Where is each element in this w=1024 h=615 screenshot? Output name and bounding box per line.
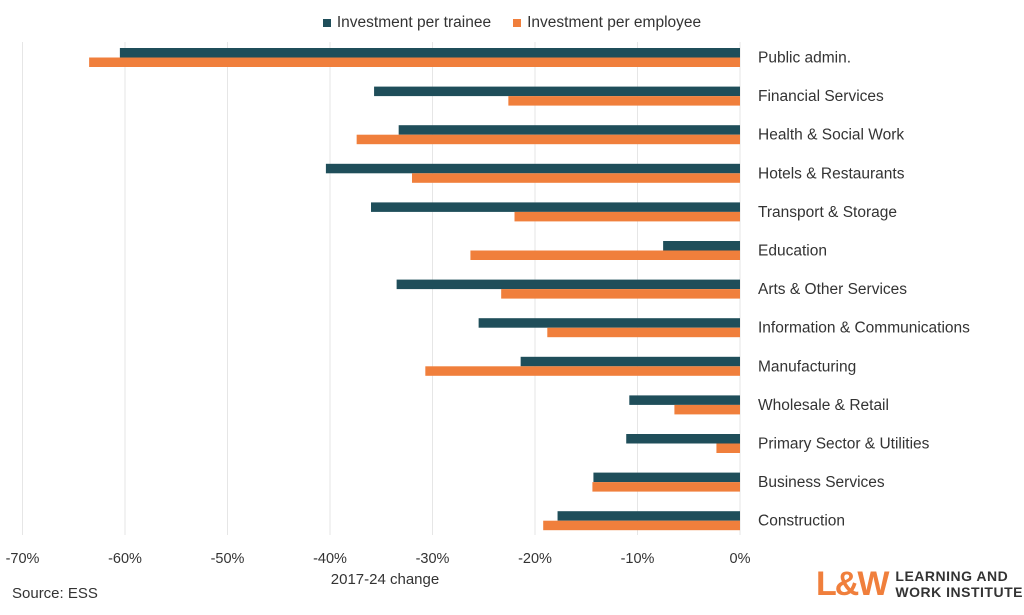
category-label: Public admin. — [758, 50, 851, 67]
logo-mark: L&W — [816, 565, 889, 603]
bar-employee — [547, 327, 740, 338]
bar-trainee — [396, 279, 740, 290]
bar-trainee — [119, 48, 740, 58]
bars — [89, 48, 740, 531]
logo-text: LEARNING AND WORK INSTITUTE — [895, 568, 1023, 600]
logo-line-2: WORK INSTITUTE — [895, 584, 1023, 600]
bar-employee — [543, 520, 740, 531]
x-tick-label: -40% — [313, 551, 347, 567]
category-label: Manufacturing — [758, 358, 856, 375]
legend-label-employee: Investment per employee — [527, 14, 702, 31]
x-tick-label: -60% — [108, 551, 142, 567]
bar-employee — [501, 289, 740, 299]
x-tick-label: -70% — [6, 551, 40, 567]
learning-and-work-logo: L&W LEARNING AND WORK INSTITUTE — [816, 567, 1023, 601]
bar-trainee — [478, 318, 740, 328]
category-label: Financial Services — [758, 88, 884, 105]
legend-swatch-employee — [513, 19, 522, 27]
bar-employee — [412, 173, 740, 183]
x-tick-label: -20% — [518, 551, 552, 567]
bar-trainee — [626, 434, 740, 444]
x-tick-label: -50% — [211, 551, 245, 567]
category-label: Construction — [758, 513, 845, 530]
category-label: Arts & Other Services — [758, 281, 907, 298]
x-tick-label: -10% — [621, 551, 655, 567]
bar-trainee — [398, 125, 740, 135]
bar-trainee — [629, 395, 740, 405]
bar-employee — [508, 96, 740, 106]
category-labels: Public admin. Financial Services Health & … — [758, 50, 970, 530]
category-label: Business Services — [758, 474, 885, 491]
source-note: Source: ESS — [12, 585, 98, 602]
bar-employee — [356, 134, 740, 145]
category-label: Information & Communications — [758, 320, 970, 337]
category-label: Education — [758, 243, 827, 260]
bar-trainee — [325, 163, 740, 174]
bar-employee — [89, 57, 740, 67]
logo-line-1: LEARNING AND — [895, 568, 1009, 584]
x-axis-label: 2017-24 change — [331, 571, 439, 588]
bar-trainee — [663, 241, 740, 251]
bar-trainee — [371, 202, 740, 212]
bar-trainee — [520, 356, 740, 367]
legend-item-employee: Investment per employee — [513, 14, 701, 32]
legend-label-trainee: Investment per trainee — [336, 14, 492, 31]
category-label: Transport & Storage — [758, 204, 897, 221]
bar-employee — [514, 211, 740, 222]
legend-swatch-trainee — [322, 19, 331, 27]
legend-item-trainee: Investment per trainee — [322, 14, 492, 32]
x-tick-labels: -70% -60% -50% -40% -30% -20% -10% 0% — [6, 551, 751, 567]
bar-employee — [674, 404, 740, 415]
category-label: Hotels & Restaurants — [758, 165, 905, 182]
bar-trainee — [593, 472, 740, 483]
bar-employee — [470, 250, 740, 260]
bar-employee — [716, 443, 740, 453]
category-label: Primary Sector & Utilities — [758, 436, 930, 453]
category-label: Health & Social Work — [758, 127, 904, 144]
legend: Investment per trainee Investment per em… — [0, 14, 1024, 32]
x-tick-label: 0% — [730, 551, 751, 567]
category-label: Wholesale & Retail — [758, 397, 889, 414]
bar-trainee — [557, 511, 740, 521]
bar-employee — [425, 366, 740, 376]
x-tick-label: -30% — [416, 551, 450, 567]
bar-employee — [592, 482, 740, 492]
bar-trainee — [374, 86, 740, 97]
